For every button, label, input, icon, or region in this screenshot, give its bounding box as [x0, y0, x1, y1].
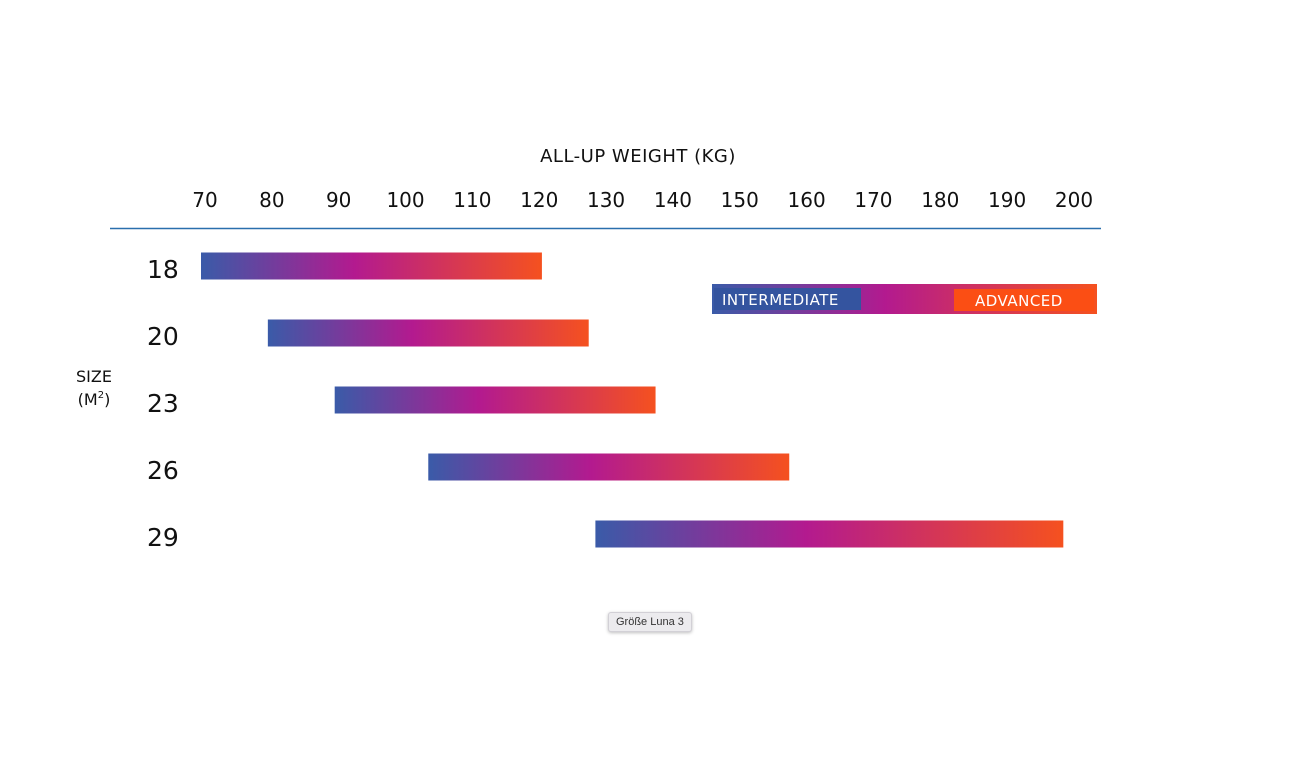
- x-tick-label: 180: [921, 188, 959, 212]
- caption-tooltip: Größe Luna 3: [608, 612, 692, 632]
- legend-intermediate-box: [714, 288, 861, 310]
- range-bar-18: [201, 252, 542, 280]
- range-bars: [201, 252, 1064, 548]
- x-axis-ticks: 70 80 90 100 110 120 130 140 150 160 170 180 190 200: [192, 188, 1093, 212]
- x-axis-title: ALL-UP WEIGHT (KG): [540, 146, 736, 167]
- x-tick-label: 130: [587, 188, 625, 212]
- legend-advanced-box: [954, 289, 1094, 311]
- y-axis-title-line2: (M2): [78, 390, 111, 409]
- x-tick-label: 100: [386, 188, 424, 212]
- x-tick-label: 80: [259, 188, 284, 212]
- y-axis-ticks: 18 20 23 26 29: [147, 255, 179, 552]
- y-tick-label: 20: [147, 322, 179, 351]
- range-bar-20: [267, 319, 589, 347]
- x-tick-label: 150: [721, 188, 759, 212]
- range-bar-26: [428, 453, 790, 481]
- legend-intermediate-label: INTERMEDIATE: [722, 291, 839, 309]
- x-tick-label: 140: [654, 188, 692, 212]
- y-tick-label: 18: [147, 255, 179, 284]
- range-bar-23: [334, 386, 656, 414]
- y-axis-title-superscript: 2: [98, 390, 104, 401]
- y-axis-title-close: ): [104, 390, 110, 409]
- x-tick-label: 190: [988, 188, 1026, 212]
- x-tick-label: 90: [326, 188, 351, 212]
- x-tick-label: 170: [854, 188, 892, 212]
- x-tick-label: 70: [192, 188, 217, 212]
- x-tick-label: 110: [453, 188, 491, 212]
- legend-advanced-label: ADVANCED: [975, 292, 1063, 310]
- y-tick-label: 29: [147, 523, 179, 552]
- x-tick-label: 160: [788, 188, 826, 212]
- y-axis-title: SIZE (M2): [76, 367, 112, 409]
- y-tick-label: 23: [147, 389, 179, 418]
- y-axis-title-unit: (M: [78, 390, 98, 409]
- legend: INTERMEDIATE ADVANCED: [712, 284, 1097, 314]
- x-tick-label: 120: [520, 188, 558, 212]
- range-bar-29: [595, 520, 1064, 548]
- y-tick-label: 26: [147, 456, 179, 485]
- x-tick-label: 200: [1055, 188, 1093, 212]
- y-axis-title-line1: SIZE: [76, 367, 112, 386]
